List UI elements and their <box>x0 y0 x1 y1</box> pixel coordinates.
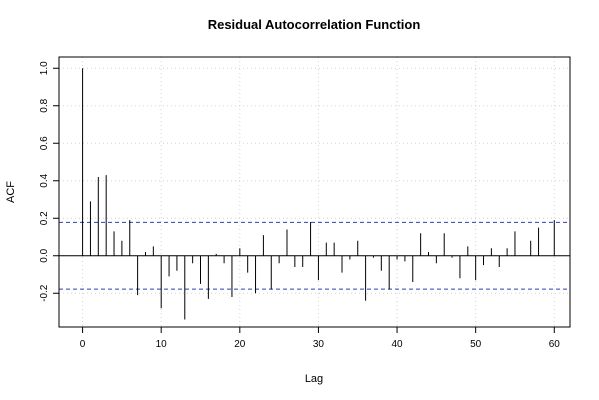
confidence-bands <box>59 221 570 290</box>
x-axis-label: Lag <box>305 373 323 385</box>
y-tick-label-0: -0.2 <box>39 284 50 302</box>
y-tick-label-4: 0.6 <box>39 136 50 150</box>
y-tick-label-1: 0.0 <box>39 248 50 262</box>
y-tick-label-3: 0.4 <box>39 173 50 187</box>
x-tick-label-5: 50 <box>470 339 482 350</box>
chart-title: Residual Autocorrelation Function <box>208 17 421 32</box>
x-tick-label-6: 60 <box>549 339 561 350</box>
grid-layer <box>59 57 570 327</box>
x-tick-label-2: 20 <box>234 339 246 350</box>
y-axis: -0.2 0.0 0.2 0.4 0.6 0.8 1.0 <box>39 61 60 302</box>
x-tick-label-1: 10 <box>156 339 168 350</box>
x-axis: 0 10 20 30 40 50 60 <box>80 326 561 350</box>
x-tick-label-4: 40 <box>391 339 403 350</box>
y-tick-label-5: 0.8 <box>39 98 50 112</box>
y-tick-label-6: 1.0 <box>39 61 50 75</box>
plot-frame <box>58 56 571 328</box>
x-tick-label-3: 30 <box>313 339 325 350</box>
acf-stems <box>82 68 555 320</box>
y-axis-label: ACF <box>5 181 17 203</box>
y-tick-label-2: 0.2 <box>39 211 50 225</box>
x-tick-label-0: 0 <box>80 339 86 350</box>
